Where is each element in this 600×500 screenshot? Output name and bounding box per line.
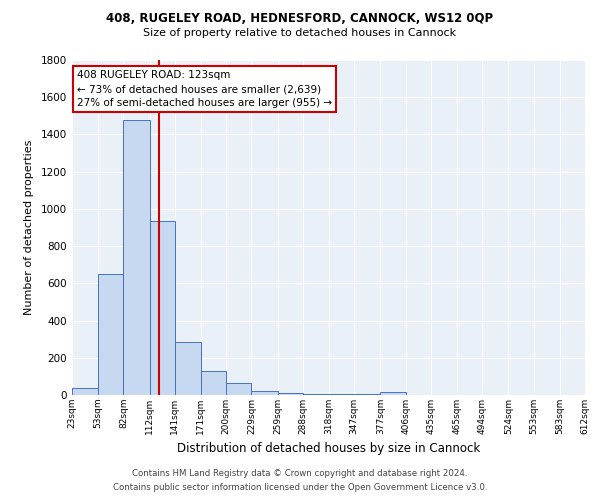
Bar — [149, 221, 175, 395]
Bar — [303, 394, 329, 395]
X-axis label: Distribution of detached houses by size in Cannock: Distribution of detached houses by size … — [177, 442, 480, 456]
Bar — [380, 392, 406, 395]
Bar — [124, 120, 149, 395]
Bar — [98, 274, 124, 395]
Text: Contains HM Land Registry data © Crown copyright and database right 2024.: Contains HM Land Registry data © Crown c… — [132, 468, 468, 477]
Bar — [329, 394, 354, 395]
Text: 408, RUGELEY ROAD, HEDNESFORD, CANNOCK, WS12 0QP: 408, RUGELEY ROAD, HEDNESFORD, CANNOCK, … — [106, 12, 494, 26]
Bar — [251, 391, 278, 395]
Bar — [226, 384, 251, 395]
Bar — [278, 393, 303, 395]
Bar — [201, 371, 226, 395]
Bar — [175, 342, 201, 395]
Y-axis label: Number of detached properties: Number of detached properties — [24, 140, 34, 315]
Bar — [72, 388, 98, 395]
Text: 408 RUGELEY ROAD: 123sqm
← 73% of detached houses are smaller (2,639)
27% of sem: 408 RUGELEY ROAD: 123sqm ← 73% of detach… — [77, 70, 332, 108]
Bar — [354, 394, 380, 395]
Text: Contains public sector information licensed under the Open Government Licence v3: Contains public sector information licen… — [113, 484, 487, 492]
Text: Size of property relative to detached houses in Cannock: Size of property relative to detached ho… — [143, 28, 457, 38]
